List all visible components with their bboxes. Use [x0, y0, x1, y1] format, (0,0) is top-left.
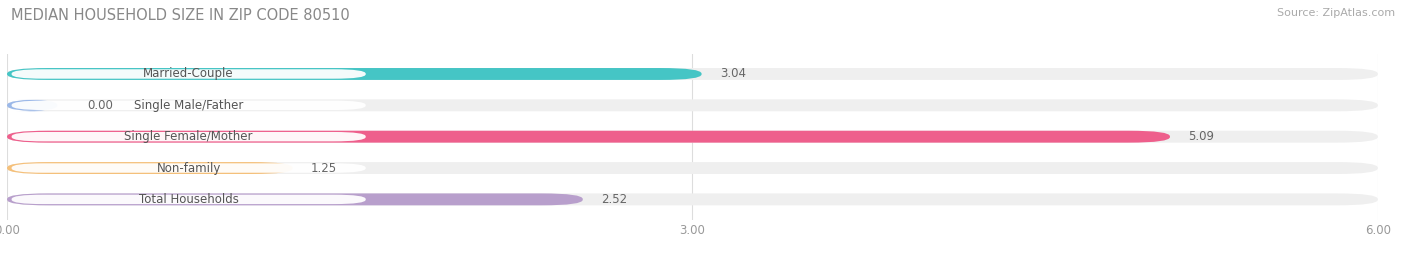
Text: Married-Couple: Married-Couple	[143, 68, 233, 80]
FancyBboxPatch shape	[11, 69, 366, 79]
FancyBboxPatch shape	[7, 162, 1378, 174]
FancyBboxPatch shape	[7, 193, 582, 205]
FancyBboxPatch shape	[7, 99, 1378, 111]
FancyBboxPatch shape	[11, 195, 366, 204]
FancyBboxPatch shape	[7, 68, 702, 80]
FancyBboxPatch shape	[7, 99, 58, 111]
Text: 3.04: 3.04	[720, 68, 745, 80]
FancyBboxPatch shape	[7, 162, 292, 174]
FancyBboxPatch shape	[7, 68, 1378, 80]
FancyBboxPatch shape	[11, 132, 366, 142]
FancyBboxPatch shape	[7, 193, 1378, 205]
Text: 1.25: 1.25	[311, 162, 337, 174]
Text: Non-family: Non-family	[156, 162, 221, 174]
Text: Total Households: Total Households	[139, 193, 239, 206]
Text: Single Female/Mother: Single Female/Mother	[124, 130, 253, 143]
Text: Source: ZipAtlas.com: Source: ZipAtlas.com	[1277, 8, 1395, 18]
FancyBboxPatch shape	[7, 131, 1170, 143]
FancyBboxPatch shape	[7, 131, 1378, 143]
Text: Single Male/Father: Single Male/Father	[134, 99, 243, 112]
Text: MEDIAN HOUSEHOLD SIZE IN ZIP CODE 80510: MEDIAN HOUSEHOLD SIZE IN ZIP CODE 80510	[11, 8, 350, 23]
Text: 2.52: 2.52	[602, 193, 627, 206]
Text: 0.00: 0.00	[87, 99, 112, 112]
FancyBboxPatch shape	[11, 100, 366, 110]
FancyBboxPatch shape	[11, 163, 366, 173]
Text: 5.09: 5.09	[1188, 130, 1215, 143]
